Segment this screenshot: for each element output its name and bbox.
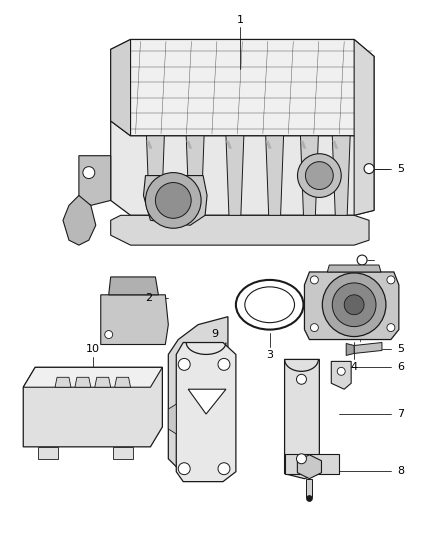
Circle shape (311, 324, 318, 332)
Text: 4: 4 (350, 362, 358, 373)
Text: 3: 3 (266, 350, 273, 360)
Polygon shape (186, 136, 204, 215)
Circle shape (218, 358, 230, 370)
Circle shape (145, 173, 201, 228)
Circle shape (297, 154, 341, 197)
Polygon shape (332, 136, 350, 215)
Circle shape (344, 295, 364, 314)
Polygon shape (266, 136, 283, 215)
Polygon shape (79, 156, 111, 205)
Circle shape (105, 330, 113, 338)
Circle shape (155, 182, 191, 219)
Polygon shape (176, 343, 236, 482)
Circle shape (178, 463, 190, 475)
Polygon shape (285, 359, 319, 479)
Circle shape (297, 454, 307, 464)
Polygon shape (300, 141, 307, 149)
Circle shape (83, 167, 95, 179)
Polygon shape (332, 141, 338, 149)
Text: 6: 6 (397, 362, 404, 373)
Circle shape (357, 255, 367, 265)
Circle shape (307, 496, 312, 502)
Polygon shape (146, 141, 152, 149)
Polygon shape (23, 367, 162, 387)
Polygon shape (168, 317, 228, 469)
Circle shape (387, 276, 395, 284)
Polygon shape (23, 367, 162, 447)
Polygon shape (111, 39, 131, 136)
Polygon shape (354, 343, 382, 353)
Polygon shape (109, 277, 159, 295)
Circle shape (311, 276, 318, 284)
Polygon shape (226, 141, 232, 149)
Polygon shape (285, 454, 339, 474)
Polygon shape (55, 377, 71, 387)
Text: 5: 5 (397, 164, 404, 174)
Circle shape (332, 283, 376, 327)
Circle shape (322, 273, 386, 336)
Polygon shape (297, 455, 321, 479)
Text: 5: 5 (397, 344, 404, 354)
Text: 8: 8 (397, 466, 404, 475)
Polygon shape (186, 141, 192, 149)
Polygon shape (146, 136, 164, 215)
Circle shape (364, 164, 374, 174)
Text: 10: 10 (86, 344, 100, 354)
Polygon shape (188, 389, 226, 414)
Polygon shape (111, 121, 374, 215)
Polygon shape (38, 447, 58, 459)
Polygon shape (63, 196, 96, 245)
Circle shape (218, 463, 230, 475)
Circle shape (305, 161, 333, 190)
Text: 2: 2 (145, 293, 152, 303)
Polygon shape (346, 343, 354, 356)
Polygon shape (113, 447, 133, 459)
Polygon shape (75, 377, 91, 387)
Text: 1: 1 (237, 14, 244, 25)
Polygon shape (168, 404, 176, 434)
Circle shape (297, 374, 307, 384)
Circle shape (178, 358, 190, 370)
Polygon shape (331, 361, 351, 389)
Circle shape (387, 324, 395, 332)
Circle shape (337, 367, 345, 375)
Polygon shape (354, 39, 374, 215)
Polygon shape (111, 39, 374, 136)
Polygon shape (115, 377, 131, 387)
Polygon shape (307, 479, 312, 497)
Polygon shape (304, 272, 399, 340)
Polygon shape (226, 136, 244, 215)
Polygon shape (95, 377, 111, 387)
Polygon shape (144, 175, 207, 225)
Polygon shape (300, 136, 318, 215)
Polygon shape (327, 265, 381, 272)
Polygon shape (266, 141, 272, 149)
Polygon shape (111, 215, 369, 245)
Text: 7: 7 (397, 409, 404, 419)
Text: 9: 9 (212, 328, 219, 338)
Polygon shape (101, 295, 168, 344)
